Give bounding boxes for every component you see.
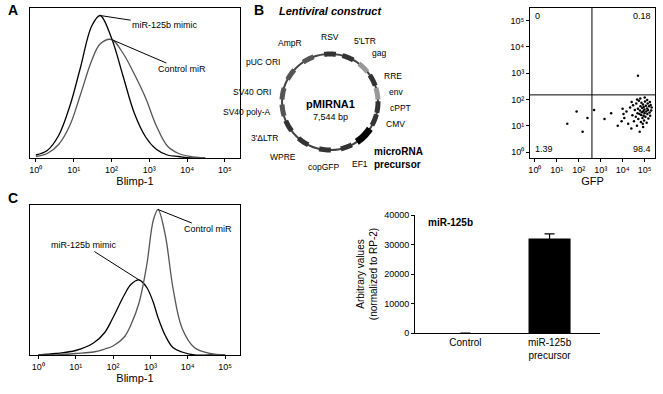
svg-text:Blimp-1: Blimp-1 (116, 372, 153, 384)
svg-text:10⁵: 10⁵ (510, 16, 524, 26)
svg-text:40000: 40000 (384, 210, 409, 220)
svg-text:miR-125bprecursor: miR-125bprecursor (528, 337, 572, 361)
svg-text:0: 0 (535, 11, 540, 21)
svg-text:WPRE: WPRE (270, 152, 296, 162)
svg-text:10000: 10000 (384, 299, 409, 309)
svg-text:20000: 20000 (384, 269, 409, 279)
svg-text:10¹: 10¹ (67, 165, 80, 175)
svg-text:10¹: 10¹ (69, 362, 82, 372)
svg-text:RRE: RRE (384, 71, 402, 81)
svg-text:7,544 bp: 7,544 bp (313, 112, 348, 122)
svg-text:3'ΔLTR: 3'ΔLTR (251, 133, 278, 143)
svg-text:AmpR: AmpR (278, 38, 302, 48)
svg-text:10¹: 10¹ (511, 121, 524, 131)
svg-text:EF1: EF1 (352, 159, 368, 169)
svg-text:Blimp-1: Blimp-1 (116, 175, 153, 187)
svg-text:copGFP: copGFP (308, 162, 340, 172)
svg-text:10⁵: 10⁵ (218, 165, 232, 175)
svg-text:10²: 10² (572, 165, 585, 175)
svg-text:10⁴: 10⁴ (180, 165, 194, 175)
svg-text:98.4: 98.4 (633, 144, 651, 154)
svg-text:Control: Control (449, 337, 481, 348)
svg-text:10⁰: 10⁰ (511, 147, 524, 157)
svg-text:10³: 10³ (594, 165, 607, 175)
svg-text:A: A (8, 2, 18, 18)
svg-text:Arbitrary values(normalized to: Arbitrary values(normalized to RP-2) (355, 228, 379, 320)
svg-text:miR-125b mimic: miR-125b mimic (51, 240, 117, 250)
svg-text:10⁴: 10⁴ (510, 42, 524, 52)
svg-text:Control miR: Control miR (184, 224, 232, 234)
svg-text:pMIRNA1: pMIRNA1 (306, 98, 355, 110)
svg-text:10³: 10³ (143, 165, 156, 175)
svg-text:B: B (254, 2, 264, 18)
svg-text:SV40 poly-A: SV40 poly-A (223, 107, 271, 117)
svg-text:10⁰: 10⁰ (528, 165, 541, 175)
svg-text:Control miR: Control miR (158, 64, 206, 74)
svg-text:0.18: 0.18 (633, 11, 651, 21)
svg-text:30000: 30000 (384, 240, 409, 250)
svg-text:SV40 ORI: SV40 ORI (233, 87, 271, 97)
svg-text:miR-125b mimic: miR-125b mimic (132, 20, 198, 30)
svg-text:GFP: GFP (581, 175, 604, 187)
svg-text:10⁰: 10⁰ (32, 362, 45, 372)
svg-text:RSV: RSV (321, 32, 339, 42)
svg-text:10²: 10² (511, 95, 524, 105)
svg-text:1.39: 1.39 (535, 144, 553, 154)
svg-text:0: 0 (404, 328, 409, 338)
svg-text:10⁴: 10⁴ (616, 165, 630, 175)
svg-text:Lentiviral construct: Lentiviral construct (279, 5, 382, 17)
svg-text:10⁵: 10⁵ (218, 362, 232, 372)
svg-text:CMV: CMV (386, 119, 405, 129)
svg-text:microRNAprecursor: microRNAprecursor (374, 146, 423, 170)
svg-text:gag: gag (372, 48, 386, 58)
svg-text:10⁵: 10⁵ (638, 165, 652, 175)
svg-text:10¹: 10¹ (550, 165, 563, 175)
svg-text:miR-125b: miR-125b (428, 217, 473, 228)
svg-text:10²: 10² (107, 362, 120, 372)
svg-text:cPPT: cPPT (390, 103, 411, 113)
svg-text:10⁴: 10⁴ (181, 362, 195, 372)
svg-text:10⁰: 10⁰ (29, 165, 42, 175)
svg-text:pUC ORI: pUC ORI (246, 57, 280, 67)
svg-text:5'LTR: 5'LTR (354, 36, 376, 46)
svg-text:env: env (389, 87, 403, 97)
svg-text:10³: 10³ (144, 362, 157, 372)
svg-text:C: C (8, 190, 18, 206)
svg-text:10³: 10³ (511, 68, 524, 78)
svg-text:10²: 10² (105, 165, 118, 175)
